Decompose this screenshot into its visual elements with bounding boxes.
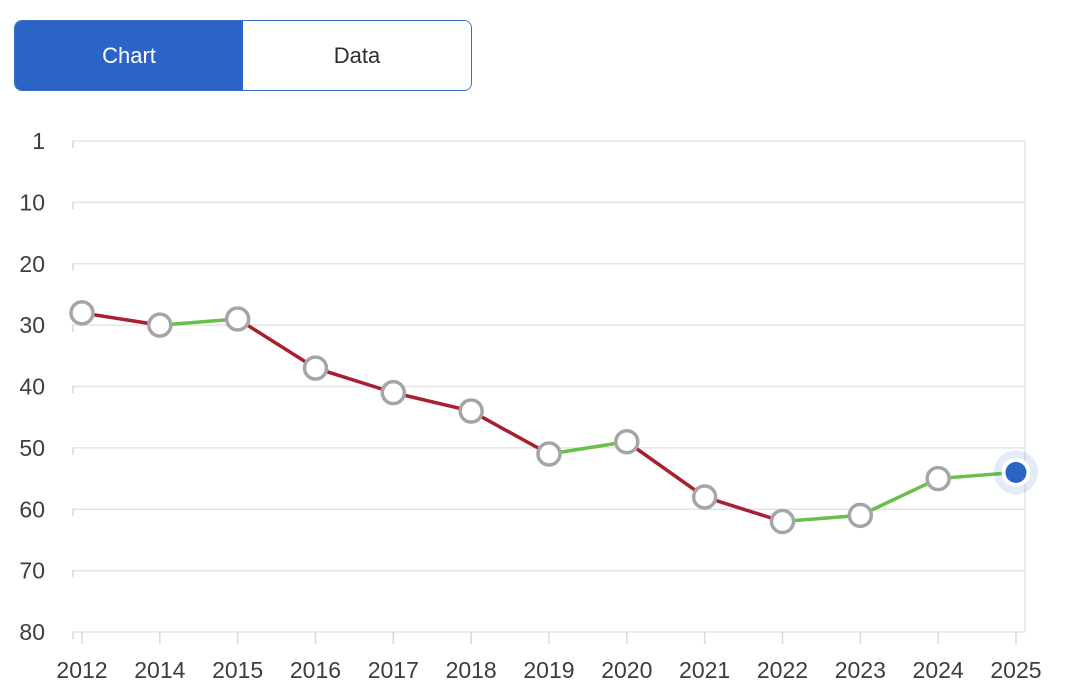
x-axis-label: 2015 <box>212 657 263 683</box>
x-axis-label: 2019 <box>523 657 574 683</box>
y-axis-label: 20 <box>19 251 45 277</box>
trend-segment-decline <box>470 409 550 456</box>
data-point[interactable] <box>147 312 173 338</box>
trend-segment-decline <box>392 390 472 413</box>
trend-segment-decline <box>314 366 394 395</box>
y-axis-label: 1 <box>32 128 45 154</box>
x-axis-label: 2012 <box>56 657 107 683</box>
y-axis-label: 30 <box>19 312 45 338</box>
data-point[interactable] <box>302 355 329 381</box>
data-point[interactable] <box>458 398 484 424</box>
x-axis-label: 2016 <box>290 657 341 683</box>
data-point[interactable] <box>769 508 796 535</box>
x-axis-label: 2021 <box>679 657 730 683</box>
y-axis-label: 80 <box>19 619 45 645</box>
y-axis-label: 40 <box>19 374 45 400</box>
x-axis-label: 2024 <box>913 657 964 683</box>
y-axis-label: 60 <box>19 496 45 522</box>
data-point[interactable] <box>925 465 951 492</box>
trend-segment-improve <box>548 440 628 456</box>
data-point[interactable] <box>69 300 95 326</box>
chart-data-toggle: Chart Data <box>14 20 472 91</box>
data-point[interactable] <box>224 306 251 332</box>
x-axis-label: 2022 <box>757 657 808 683</box>
y-axis-label: 70 <box>19 558 45 584</box>
y-axis-label: 50 <box>19 435 45 461</box>
x-axis-label: 2014 <box>134 657 185 683</box>
trend-segment-improve <box>159 317 238 327</box>
x-axis-label: 2025 <box>990 657 1041 683</box>
x-axis-label: 2020 <box>601 657 652 683</box>
data-point[interactable] <box>536 441 562 467</box>
data-point[interactable] <box>847 502 874 529</box>
tab-data[interactable]: Data <box>243 21 471 90</box>
x-axis-label: 2023 <box>835 657 886 683</box>
trend-segment-improve <box>859 476 939 517</box>
data-point-current[interactable] <box>1005 461 1027 483</box>
data-point[interactable] <box>380 379 407 406</box>
trend-segment-decline <box>81 311 161 327</box>
trend-segment-decline <box>236 317 317 370</box>
trend-segment-decline <box>704 495 783 524</box>
data-point[interactable] <box>614 428 640 455</box>
x-axis-label: 2017 <box>368 657 419 683</box>
tab-chart[interactable]: Chart <box>15 21 243 90</box>
trend-segment-improve <box>782 513 861 524</box>
y-axis-label: 10 <box>19 189 45 215</box>
trend-segment-decline <box>625 440 706 499</box>
data-point[interactable] <box>691 484 718 510</box>
x-axis-label: 2018 <box>446 657 497 683</box>
